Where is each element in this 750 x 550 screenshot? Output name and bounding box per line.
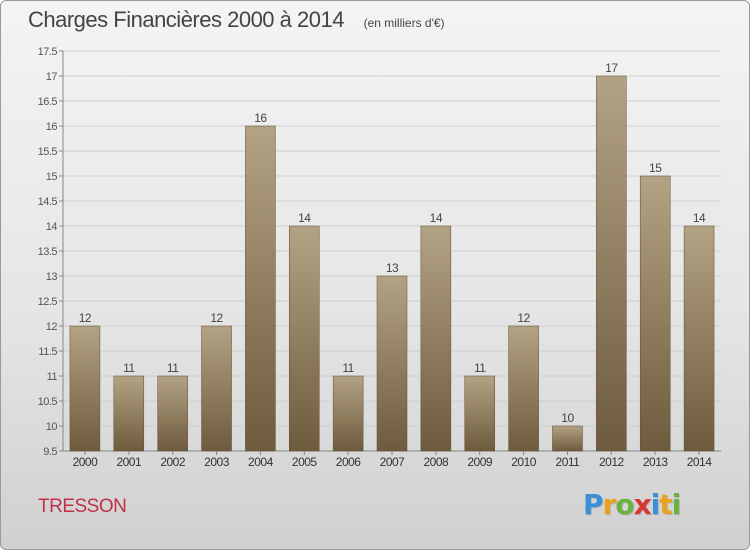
bar (464, 375, 495, 452)
logo-letter: i (671, 488, 682, 521)
data-label: 12 (210, 311, 223, 325)
data-label: 11 (123, 361, 135, 375)
x-tick-label: 2007 (380, 455, 406, 469)
bar (596, 75, 627, 452)
y-tick-label: 13.5 (38, 246, 58, 258)
x-tick-label: 2002 (160, 455, 186, 469)
data-label: 14 (298, 211, 311, 225)
logo-letter: i (650, 488, 661, 521)
logo-letter: o (615, 488, 634, 521)
data-label: 11 (474, 361, 486, 375)
y-tick-label: 10 (46, 421, 58, 433)
bar (157, 375, 188, 452)
chart-title: Charges Financières 2000 à 2014 (en mill… (28, 7, 445, 33)
data-label: 14 (693, 211, 706, 225)
data-label: 13 (386, 261, 399, 275)
data-label: 11 (167, 361, 179, 375)
logo-letter: r (602, 488, 617, 521)
data-label: 10 (561, 411, 574, 425)
bar (639, 175, 671, 452)
y-tick-label: 16 (46, 121, 58, 133)
data-label: 14 (430, 211, 443, 225)
y-tick-label: 11 (47, 371, 58, 383)
y-tick-label: 17.5 (38, 46, 58, 58)
y-tick-label: 14.5 (38, 196, 58, 208)
x-tick-label: 2013 (643, 455, 669, 469)
bar (508, 325, 539, 452)
bar (113, 375, 145, 452)
data-label: 16 (254, 111, 267, 125)
bar (332, 375, 364, 452)
bar (552, 425, 583, 452)
chart-unit-note: (en milliers d'€) (363, 16, 445, 30)
data-label: 12 (79, 311, 92, 325)
logo-letter: t (659, 488, 672, 521)
bar (289, 225, 320, 452)
y-tick-label: 16.5 (38, 96, 58, 108)
x-tick-label: 2012 (599, 455, 625, 469)
y-tick-label: 10.5 (38, 396, 58, 408)
logo-letter: P (583, 488, 604, 521)
x-tick-label: 2003 (204, 455, 230, 469)
y-tick-label: 12 (46, 321, 58, 333)
x-tick-label: 2006 (336, 455, 362, 469)
bar (420, 225, 452, 452)
y-tick-label: 12.5 (38, 296, 58, 308)
y-tick-label: 15 (46, 171, 58, 183)
proxiti-logo: Proxiti (583, 488, 682, 521)
y-tick-label: 14 (46, 221, 58, 233)
logo-letter: x (633, 488, 652, 521)
town-name: TRESSON (38, 496, 127, 517)
x-tick-label: 2008 (424, 455, 450, 469)
bar (69, 325, 101, 452)
x-tick-label: 2000 (73, 455, 99, 469)
y-tick-label: 15.5 (38, 146, 58, 158)
x-tick-label: 2001 (116, 455, 142, 469)
x-tick-label: 2004 (248, 455, 274, 469)
y-tick-label: 17 (46, 71, 58, 83)
bar (245, 125, 276, 452)
y-tick-label: 9.5 (43, 446, 57, 458)
x-tick-label: 2010 (511, 455, 537, 469)
data-label: 12 (517, 311, 530, 325)
x-tick-label: 2014 (687, 455, 713, 469)
bar (201, 325, 232, 452)
data-label: 15 (649, 161, 662, 175)
chart-title-text: Charges Financières 2000 à 2014 (28, 7, 344, 32)
x-tick-label: 2005 (292, 455, 318, 469)
x-tick-label: 2009 (467, 455, 493, 469)
data-label: 17 (605, 61, 618, 75)
bar (376, 275, 408, 452)
bar (683, 225, 715, 452)
data-label: 11 (342, 361, 354, 375)
y-tick-label: 13 (46, 271, 58, 283)
x-tick-label: 2011 (556, 455, 581, 469)
y-tick-label: 11.5 (38, 346, 57, 358)
